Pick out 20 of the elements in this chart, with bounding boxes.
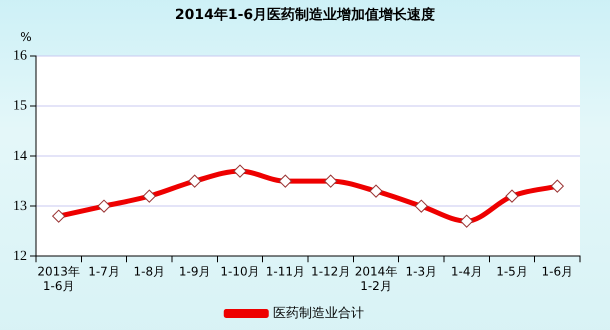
y-tick-label: 15 xyxy=(13,98,27,114)
x-tick-label: 1-7月 xyxy=(88,264,120,279)
legend-label: 医药制造业合计 xyxy=(272,306,364,321)
x-tick-label: 1-4月 xyxy=(450,264,482,279)
x-tick-label: 1-9月 xyxy=(178,264,210,279)
y-axis-title: % xyxy=(20,30,32,44)
y-tick-label: 13 xyxy=(13,198,27,214)
chart-title: 2014年1-6月医药制造业增加值增长速度 xyxy=(174,6,436,24)
y-tick-label: 12 xyxy=(13,248,27,264)
x-tick-label: 1-10月 xyxy=(220,264,260,279)
x-tick-label: 1-8月 xyxy=(134,264,166,279)
x-tick-label: 1-11月 xyxy=(266,264,305,279)
y-tick-label: 16 xyxy=(13,48,27,64)
x-tick-label: 1-12月 xyxy=(311,264,350,279)
x-tick-label: 1-5月 xyxy=(496,264,528,279)
x-tick-label: 1-6月 xyxy=(542,264,574,279)
y-tick-label: 14 xyxy=(13,148,27,164)
x-tick-label: 1-3月 xyxy=(406,264,438,279)
x-tick-label: 2014年 1-2月 xyxy=(354,264,398,293)
x-tick-label: 2013年 1-6月 xyxy=(37,264,80,293)
